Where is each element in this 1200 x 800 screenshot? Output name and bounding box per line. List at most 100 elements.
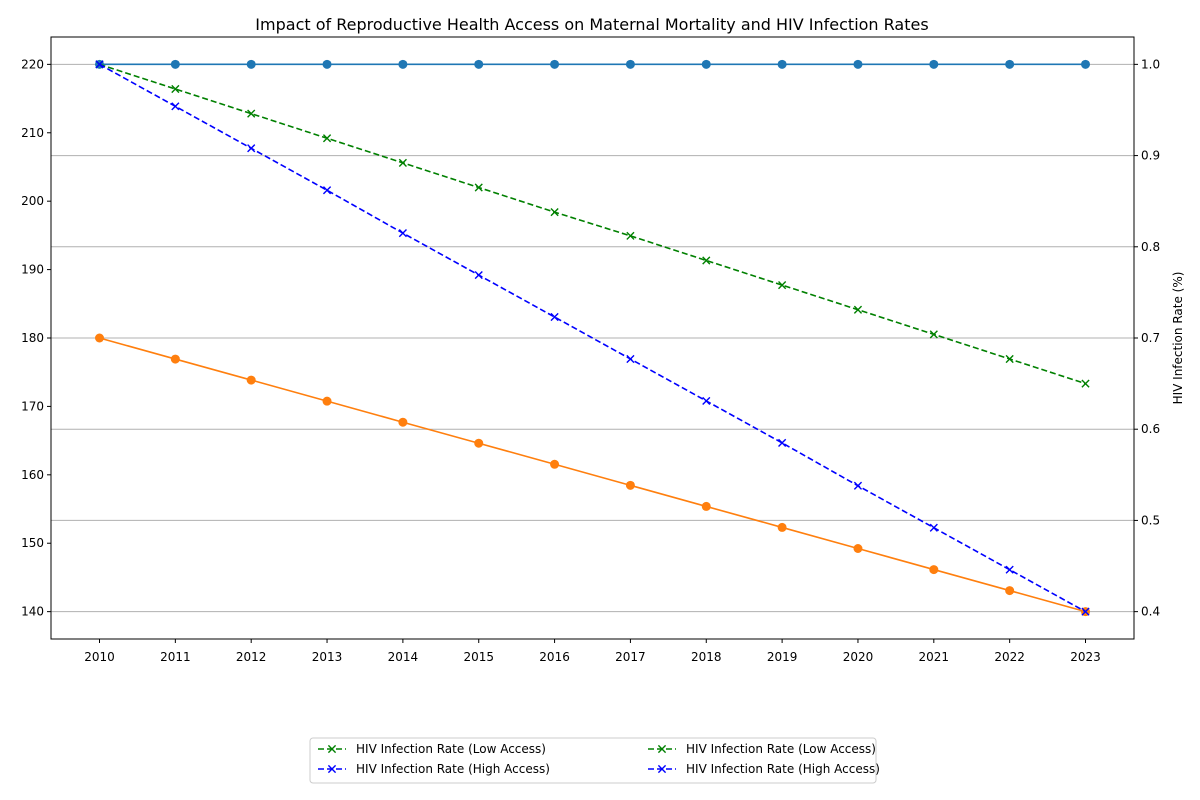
right-axis-tick-label: 0.5 bbox=[1141, 513, 1160, 527]
legend-entry: HIV Infection Rate (High Access) bbox=[318, 762, 550, 776]
left-axis-tick-label: 150 bbox=[21, 536, 44, 550]
data-point bbox=[1081, 379, 1090, 388]
series-0 bbox=[95, 59, 1090, 69]
data-point bbox=[246, 375, 256, 385]
data-point bbox=[550, 208, 559, 217]
data-point bbox=[853, 59, 863, 69]
data-point bbox=[929, 330, 938, 339]
x-axis-tick-label: 2021 bbox=[919, 650, 950, 664]
right-axis-tick-label: 0.9 bbox=[1141, 149, 1160, 163]
chart-title: Impact of Reproductive Health Access on … bbox=[255, 15, 928, 34]
legend-entry: HIV Infection Rate (Low Access) bbox=[318, 742, 546, 756]
series-line bbox=[99, 63, 1086, 613]
series-3 bbox=[95, 60, 1090, 616]
legend-label: HIV Infection Rate (Low Access) bbox=[686, 742, 876, 756]
data-point bbox=[701, 501, 711, 511]
data-point bbox=[398, 417, 408, 427]
data-point bbox=[853, 481, 863, 490]
x-axis-tick-label: 2010 bbox=[84, 650, 115, 664]
data-point bbox=[853, 543, 863, 553]
data-point bbox=[702, 396, 711, 406]
left-axis-tick-label: 140 bbox=[21, 605, 44, 619]
left-axis-tick-label: 170 bbox=[21, 399, 44, 413]
axes: 0.4 0.5 0.6 0.7 0.8 0.9 1.0 140 150 160 170 180 190 2… bbox=[21, 57, 1160, 664]
left-axis-tick-label: 160 bbox=[21, 468, 44, 482]
data-point bbox=[474, 438, 484, 448]
x-axis-tick-label: 2013 bbox=[312, 650, 343, 664]
data-point bbox=[247, 144, 256, 153]
data-point bbox=[929, 59, 939, 69]
data-point bbox=[95, 60, 104, 69]
data-point bbox=[246, 59, 256, 69]
series-2 bbox=[95, 60, 1090, 388]
right-axis-tick-label: 0.7 bbox=[1141, 331, 1160, 345]
x-axis-tick-label: 2015 bbox=[463, 650, 494, 664]
right-axis-tick-label: 0.6 bbox=[1141, 422, 1160, 436]
data-point bbox=[1005, 59, 1015, 69]
data-point bbox=[398, 59, 408, 69]
data-point bbox=[1005, 586, 1015, 596]
series-1 bbox=[95, 333, 1090, 617]
legend-label: HIV Infection Rate (Low Access) bbox=[356, 742, 546, 756]
series-line bbox=[99, 63, 1086, 385]
right-axis-label: HIV Infection Rate (%) bbox=[1171, 272, 1185, 405]
data-point bbox=[550, 459, 560, 469]
data-point bbox=[1005, 565, 1014, 574]
left-axis-tick-label: 180 bbox=[21, 331, 44, 345]
left-axis-tick-label: 190 bbox=[21, 263, 44, 277]
legend-entry: HIV Infection Rate (Low Access) bbox=[648, 742, 876, 756]
data-point bbox=[929, 565, 939, 575]
data-point bbox=[778, 438, 787, 447]
legend-swatch-marker bbox=[327, 764, 337, 774]
x-axis-tick-label: 2023 bbox=[1070, 650, 1101, 664]
x-axis-tick-label: 2017 bbox=[615, 650, 646, 664]
data-point bbox=[322, 186, 332, 195]
data-point bbox=[1005, 354, 1014, 364]
data-point bbox=[170, 59, 180, 69]
right-axis-tick-label: 0.8 bbox=[1141, 240, 1160, 254]
x-axis-tick-label: 2012 bbox=[236, 650, 267, 664]
legend-label: HIV Infection Rate (High Access) bbox=[356, 762, 550, 776]
legend-frame bbox=[309, 737, 877, 784]
data-point bbox=[398, 229, 407, 238]
data-point bbox=[1081, 59, 1090, 69]
data-point bbox=[171, 102, 180, 111]
data-point bbox=[702, 256, 711, 265]
data-point bbox=[322, 396, 332, 406]
x-axis-tick-label: 2022 bbox=[994, 650, 1025, 664]
x-axis-tick-label: 2019 bbox=[767, 650, 798, 664]
left-axis-tick-label: 210 bbox=[21, 126, 44, 140]
data-point bbox=[701, 59, 711, 69]
left-axis-tick-label: 200 bbox=[21, 194, 44, 208]
right-axis-tick-label: 1.0 bbox=[1141, 57, 1160, 71]
data-point bbox=[625, 59, 635, 69]
legend: HIV Infection Rate (Low Access) HIV Infec… bbox=[309, 737, 880, 784]
data-point bbox=[929, 523, 938, 532]
data-point bbox=[322, 134, 332, 143]
data-point bbox=[778, 281, 787, 290]
data-point bbox=[626, 354, 635, 364]
data-point bbox=[550, 312, 559, 322]
right-axis-tick-label: 0.4 bbox=[1141, 605, 1160, 619]
data-point bbox=[625, 480, 635, 490]
legend-swatch-marker bbox=[657, 764, 667, 774]
data-point bbox=[247, 109, 256, 118]
legend-swatch-marker bbox=[327, 744, 337, 754]
data-point bbox=[95, 333, 104, 343]
x-axis-tick-label: 2018 bbox=[691, 650, 722, 664]
data-point bbox=[626, 231, 635, 240]
data-point bbox=[777, 59, 787, 69]
data-point bbox=[398, 158, 407, 167]
series-line bbox=[99, 337, 1086, 613]
legend-label: HIV Infection Rate (High Access) bbox=[686, 762, 880, 776]
data-point bbox=[170, 354, 180, 364]
series-layer bbox=[95, 59, 1090, 617]
x-axis-tick-label: 2014 bbox=[388, 650, 419, 664]
data-point bbox=[474, 183, 483, 192]
data-point bbox=[322, 59, 332, 69]
data-point bbox=[474, 270, 483, 280]
data-point bbox=[550, 59, 560, 69]
data-point bbox=[171, 84, 180, 94]
x-axis-tick-label: 2020 bbox=[843, 650, 874, 664]
